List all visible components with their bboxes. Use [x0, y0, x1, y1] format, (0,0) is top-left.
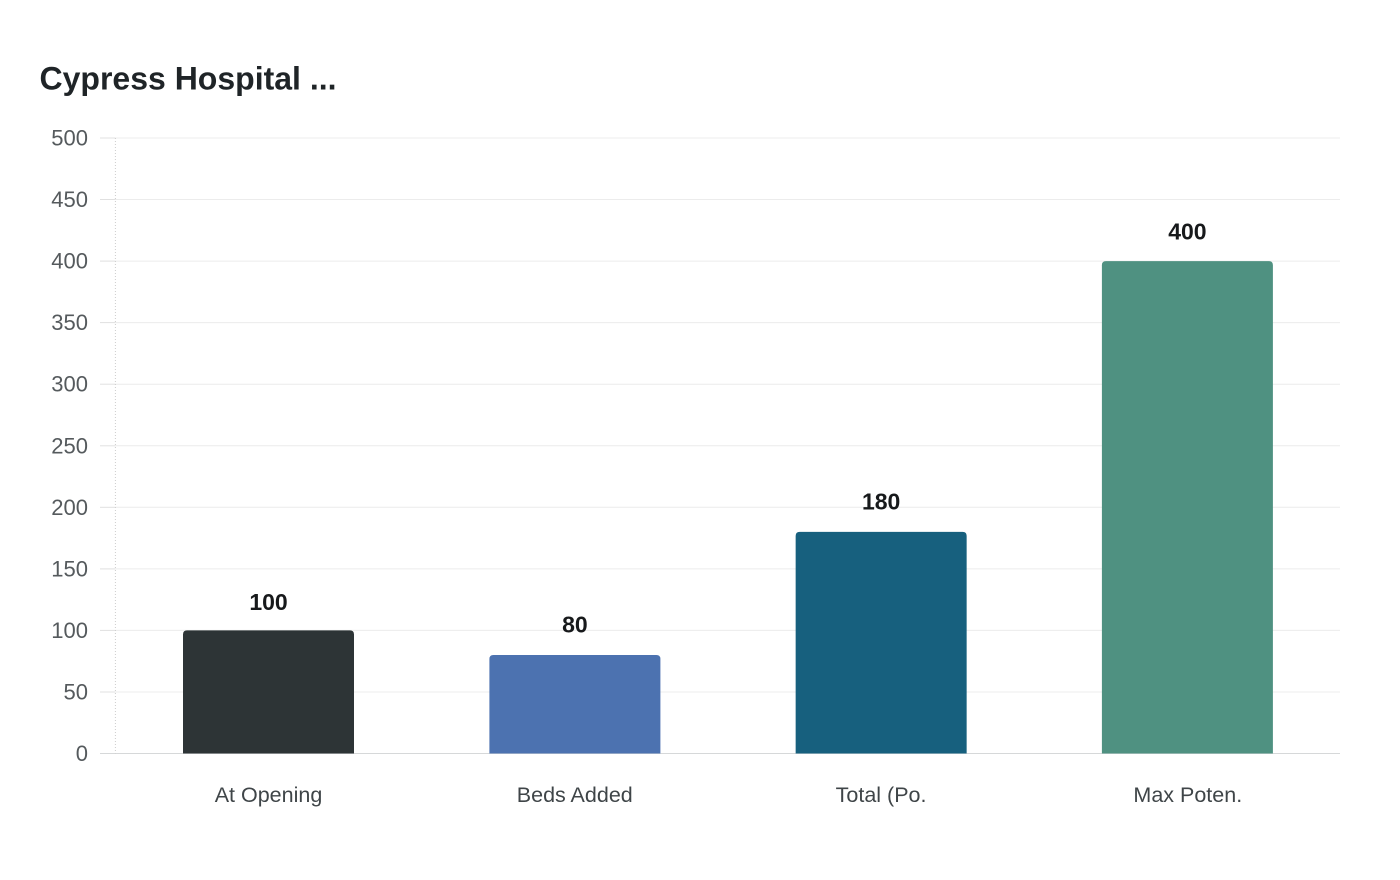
svg-text:400: 400 — [51, 249, 88, 274]
svg-text:150: 150 — [51, 556, 88, 581]
svg-text:350: 350 — [51, 310, 88, 335]
svg-text:Cypress Hospital ...: Cypress Hospital ... — [40, 61, 337, 97]
svg-text:250: 250 — [51, 433, 88, 458]
svg-text:Total (Po.: Total (Po. — [836, 783, 927, 807]
svg-text:80: 80 — [562, 612, 588, 638]
svg-text:450: 450 — [51, 187, 88, 212]
svg-text:At Opening: At Opening — [215, 783, 323, 807]
svg-text:300: 300 — [51, 372, 88, 397]
svg-text:500: 500 — [51, 126, 88, 151]
svg-text:100: 100 — [249, 589, 287, 615]
svg-text:Max Poten.: Max Poten. — [1133, 783, 1242, 807]
svg-text:50: 50 — [64, 680, 88, 705]
svg-text:0: 0 — [76, 741, 88, 766]
svg-text:100: 100 — [51, 618, 88, 643]
svg-text:180: 180 — [862, 489, 900, 515]
svg-text:200: 200 — [51, 495, 88, 520]
svg-text:400: 400 — [1168, 219, 1206, 245]
svg-text:Beds Added: Beds Added — [517, 783, 633, 807]
